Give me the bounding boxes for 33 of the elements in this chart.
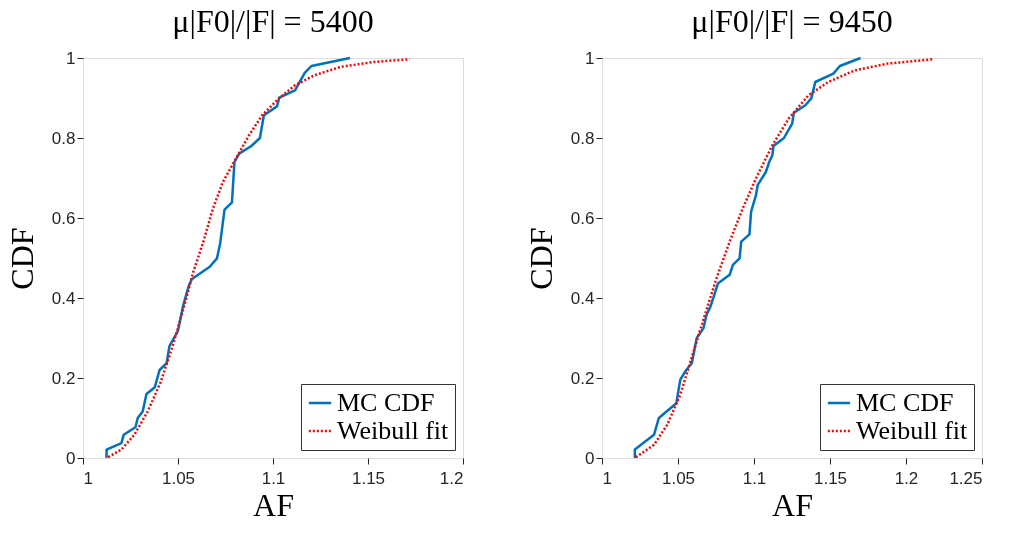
x-tick-label: 1 xyxy=(83,468,93,488)
x-axis-title: AF xyxy=(772,486,813,523)
y-tick-label: 0.4 xyxy=(51,288,76,308)
x-axis-title: AF xyxy=(253,486,294,523)
y-tick-label: 0 xyxy=(585,448,595,468)
chart-title: μ|F0|/|F| = 5400 xyxy=(172,3,374,39)
x-tick-label: 1.15 xyxy=(813,468,848,488)
x-tick-label: 1.05 xyxy=(161,468,196,488)
y-tick-label: 0.4 xyxy=(570,288,595,308)
legend-label: MC CDF xyxy=(337,388,435,417)
legend-label: Weibull fit xyxy=(337,416,450,445)
x-tick-label: 1.05 xyxy=(661,468,696,488)
x-tick-label: 1.1 xyxy=(742,468,767,488)
legend-label: MC CDF xyxy=(856,388,954,417)
chart-title: μ|F0|/|F| = 9450 xyxy=(691,3,893,39)
y-tick-label: 0.2 xyxy=(570,368,595,388)
x-tick-label: 1.1 xyxy=(261,468,286,488)
y-tick-label: 0.6 xyxy=(570,208,595,228)
x-tick-label: 1.2 xyxy=(894,468,919,488)
y-tick-label: 1 xyxy=(66,48,76,68)
y-axis-title: CDF xyxy=(3,227,40,290)
legend-label: Weibull fit xyxy=(856,416,969,445)
y-tick-label: 1 xyxy=(585,48,595,68)
y-tick-label: 0 xyxy=(66,448,76,468)
y-tick-label: 0.8 xyxy=(570,128,595,148)
x-tick-label: 1 xyxy=(602,468,612,488)
y-tick-label: 0.8 xyxy=(51,128,76,148)
x-tick-label: 1.2 xyxy=(439,468,464,488)
x-tick-label: 1.15 xyxy=(351,468,386,488)
y-axis-title: CDF xyxy=(522,227,559,290)
x-tick-label: 1.25 xyxy=(949,468,983,488)
y-tick-label: 0.6 xyxy=(51,208,76,228)
y-tick-label: 0.2 xyxy=(51,368,76,388)
